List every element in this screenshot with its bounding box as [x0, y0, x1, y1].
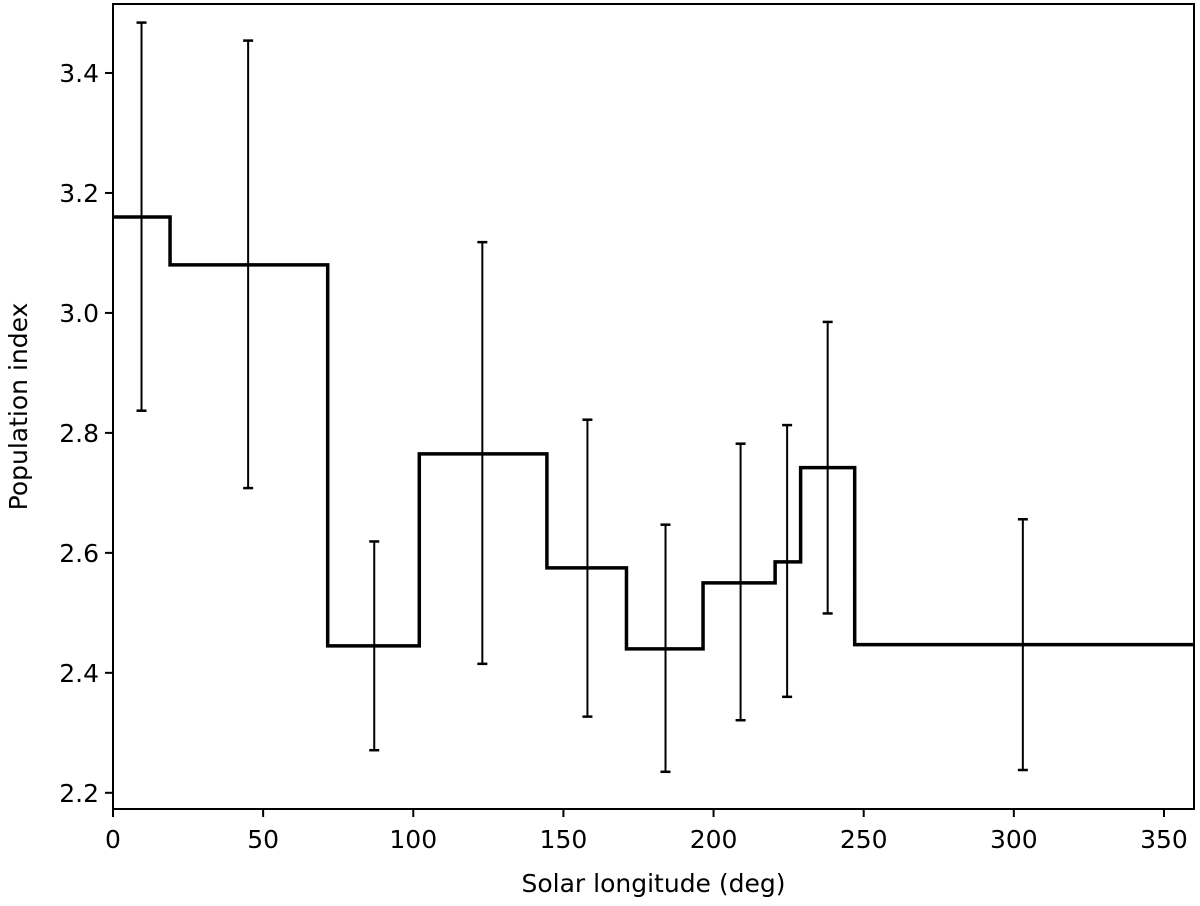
y-tick-label: 3.2 [59, 179, 99, 208]
step-line [113, 215, 1194, 651]
x-tick-label: 200 [690, 825, 738, 854]
errorbar [735, 442, 746, 722]
errorbar [822, 320, 833, 615]
errorbar [1017, 518, 1028, 772]
y-tick-label: 3.4 [59, 59, 99, 88]
errorbar [136, 21, 147, 412]
errorbar [660, 523, 671, 774]
y-tick-label: 2.6 [59, 539, 99, 568]
errorbar-series [136, 21, 1028, 774]
axes-frame [112, 3, 1195, 810]
y-axis-ticks: 2.2 2.4 2.6 2.8 3.0 3.2 3.4 [59, 59, 113, 808]
errorbar [782, 423, 793, 699]
y-tick-label: 2.4 [59, 659, 99, 688]
x-tick-label: 50 [247, 825, 279, 854]
errorbar [369, 540, 380, 752]
errorbar [243, 39, 254, 490]
y-tick-label: 2.8 [59, 419, 99, 448]
step-series [113, 215, 1194, 651]
y-tick-label: 2.2 [59, 779, 99, 808]
x-tick-label: 100 [389, 825, 437, 854]
errorbar [582, 418, 593, 718]
x-tick-label: 250 [840, 825, 888, 854]
y-tick-label: 3.0 [59, 299, 99, 328]
x-tick-label: 0 [105, 825, 121, 854]
y-axis-label: Population index [4, 303, 33, 511]
x-tick-label: 300 [990, 825, 1038, 854]
x-tick-label: 150 [540, 825, 588, 854]
x-axis-label: Solar longitude (deg) [521, 869, 785, 898]
x-axis-ticks: 0 50 100 150 200 250 300 350 [105, 809, 1188, 854]
errorbar [477, 240, 488, 666]
x-tick-label: 350 [1140, 825, 1188, 854]
